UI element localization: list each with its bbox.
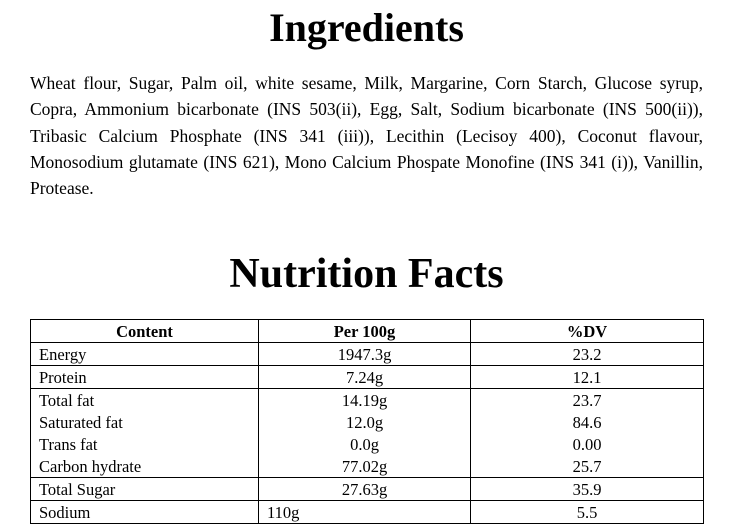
nutrition-facts-heading: Nutrition Facts (229, 251, 504, 298)
cell-value: 77.02g (258, 455, 471, 479)
cell-label: Total Sugar (30, 477, 259, 502)
table-row-energy: Energy 1947.3g 23.2 (30, 342, 704, 367)
cell-value: 12.0g (258, 411, 471, 434)
cell-dv: 0.00 (470, 433, 704, 456)
cell-dv: 5.5 (470, 500, 704, 524)
cell-dv: 23.7 (470, 388, 704, 412)
cell-value: 1947.3g (258, 342, 471, 367)
cell-value: 27.63g (258, 477, 471, 502)
header-content: Content (30, 319, 259, 344)
cell-dv: 84.6 (470, 411, 704, 434)
ingredients-paragraph: Wheat flour, Sugar, Palm oil, white sesa… (30, 73, 703, 198)
table-row-protein: Protein 7.24g 12.1 (30, 365, 704, 390)
table-row-total-fat: Total fat 14.19g 23.7 (30, 388, 704, 412)
cell-label: Energy (30, 342, 259, 367)
cell-dv: 25.7 (470, 455, 704, 479)
cell-value: 0.0g (258, 433, 471, 456)
table-row-trans-fat: Trans fat 0.0g 0.00 (30, 433, 704, 456)
cell-dv: 23.2 (470, 342, 704, 367)
nutrition-table: Content Per 100g %DV Energy 1947.3g 23.2… (30, 319, 704, 524)
cell-dv: 35.9 (470, 477, 704, 502)
cell-label: Sodium (30, 500, 259, 524)
cell-label: Trans fat (30, 433, 259, 456)
cell-dv: 12.1 (470, 365, 704, 390)
cell-label: Total fat (30, 388, 259, 412)
cell-value: 14.19g (258, 388, 471, 412)
table-row-sodium: Sodium 110g 5.5 (30, 500, 704, 524)
cell-value: 7.24g (258, 365, 471, 390)
cell-label: Saturated fat (30, 411, 259, 434)
table-row-carbon-hydrate: Carbon hydrate 77.02g 25.7 (30, 455, 704, 479)
header-per100g: Per 100g (258, 319, 471, 344)
table-row-total-sugar: Total Sugar 27.63g 35.9 (30, 477, 704, 502)
table-row-saturated-fat: Saturated fat 12.0g 84.6 (30, 411, 704, 434)
header-dv: %DV (470, 319, 704, 344)
ingredients-heading: Ingredients (269, 5, 464, 50)
table-header-row: Content Per 100g %DV (30, 319, 704, 344)
cell-label: Carbon hydrate (30, 455, 259, 479)
cell-value: 110g (258, 500, 471, 524)
cell-label: Protein (30, 365, 259, 390)
